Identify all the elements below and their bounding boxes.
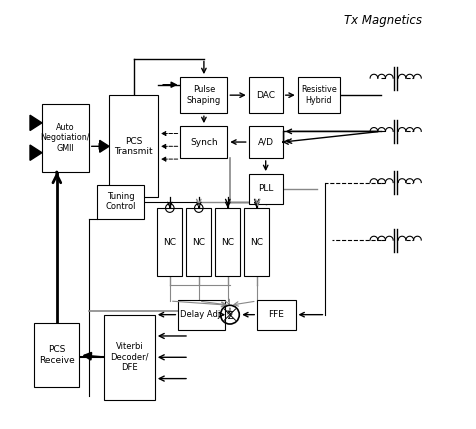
Text: Delay Adj.: Delay Adj.	[180, 310, 223, 319]
Text: PCS
Receive: PCS Receive	[39, 345, 75, 365]
FancyBboxPatch shape	[42, 104, 89, 172]
FancyBboxPatch shape	[298, 77, 340, 113]
Text: Tx Magnetics: Tx Magnetics	[344, 14, 422, 27]
Polygon shape	[30, 145, 42, 160]
FancyBboxPatch shape	[180, 77, 228, 113]
Polygon shape	[99, 140, 109, 152]
Polygon shape	[30, 115, 42, 130]
Text: NC: NC	[163, 238, 176, 247]
FancyBboxPatch shape	[98, 184, 144, 219]
Text: NC: NC	[221, 238, 234, 247]
Text: NC: NC	[250, 238, 263, 247]
Text: $\Sigma$: $\Sigma$	[226, 308, 234, 320]
FancyBboxPatch shape	[158, 208, 182, 276]
Text: PCS
Transmit: PCS Transmit	[114, 136, 153, 156]
Text: Pulse
Shaping: Pulse Shaping	[187, 85, 221, 105]
Text: Resistive
Hybrid: Resistive Hybrid	[301, 85, 337, 105]
Text: Auto
Negotiation/
GMII: Auto Negotiation/ GMII	[40, 123, 90, 153]
Text: Viterbi
Decoder/
DFE: Viterbi Decoder/ DFE	[110, 342, 149, 372]
Text: Tuning
Control: Tuning Control	[106, 192, 136, 211]
Text: NC: NC	[192, 238, 205, 247]
FancyBboxPatch shape	[109, 95, 158, 197]
Text: FFE: FFE	[268, 310, 284, 319]
FancyBboxPatch shape	[34, 323, 79, 387]
Text: A/D: A/D	[258, 138, 274, 147]
FancyBboxPatch shape	[178, 300, 225, 329]
Text: PLL: PLL	[258, 184, 273, 193]
FancyBboxPatch shape	[180, 126, 228, 158]
FancyBboxPatch shape	[257, 300, 296, 329]
FancyBboxPatch shape	[244, 208, 269, 276]
FancyBboxPatch shape	[248, 77, 283, 113]
FancyBboxPatch shape	[248, 126, 283, 158]
Text: DAC: DAC	[256, 91, 275, 100]
FancyBboxPatch shape	[104, 314, 155, 400]
FancyBboxPatch shape	[187, 208, 211, 276]
Text: Synch: Synch	[190, 138, 218, 147]
FancyBboxPatch shape	[248, 174, 283, 204]
FancyBboxPatch shape	[216, 208, 240, 276]
